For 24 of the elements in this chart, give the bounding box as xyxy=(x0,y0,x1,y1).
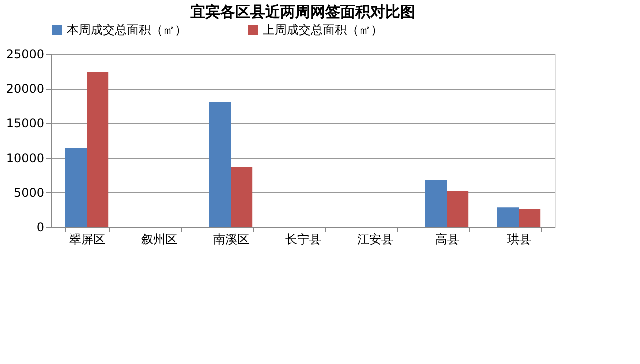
x-tick-label: 高县 xyxy=(436,232,460,246)
bar xyxy=(87,72,109,227)
x-tick-label: 珙县 xyxy=(508,232,532,246)
y-tick-label: 10000 xyxy=(6,151,44,166)
legend-label: 上周成交总面积（㎡） xyxy=(263,23,383,37)
bar xyxy=(497,208,519,227)
y-tick-label: 25000 xyxy=(6,48,44,62)
bar xyxy=(231,167,253,227)
bar xyxy=(209,102,231,227)
x-tick-label: 长宁县 xyxy=(286,232,322,246)
y-tick-label: 0 xyxy=(36,220,44,234)
y-tick-label: 20000 xyxy=(6,82,44,96)
y-tick-label: 5000 xyxy=(14,186,44,200)
x-tick-label: 叙州区 xyxy=(142,232,178,246)
bar xyxy=(425,180,447,227)
y-tick-label: 15000 xyxy=(6,116,44,131)
x-tick-label: 翠屏区 xyxy=(70,232,106,246)
legend-label: 本周成交总面积（㎡） xyxy=(67,23,187,37)
bar xyxy=(519,209,541,227)
bar xyxy=(65,148,87,227)
x-tick-label: 江安县 xyxy=(358,232,394,246)
bar xyxy=(447,191,469,227)
x-tick-label: 南溪区 xyxy=(214,232,250,246)
chart-title: 宜宾各区县近两周网签面积对比图 xyxy=(190,3,416,21)
